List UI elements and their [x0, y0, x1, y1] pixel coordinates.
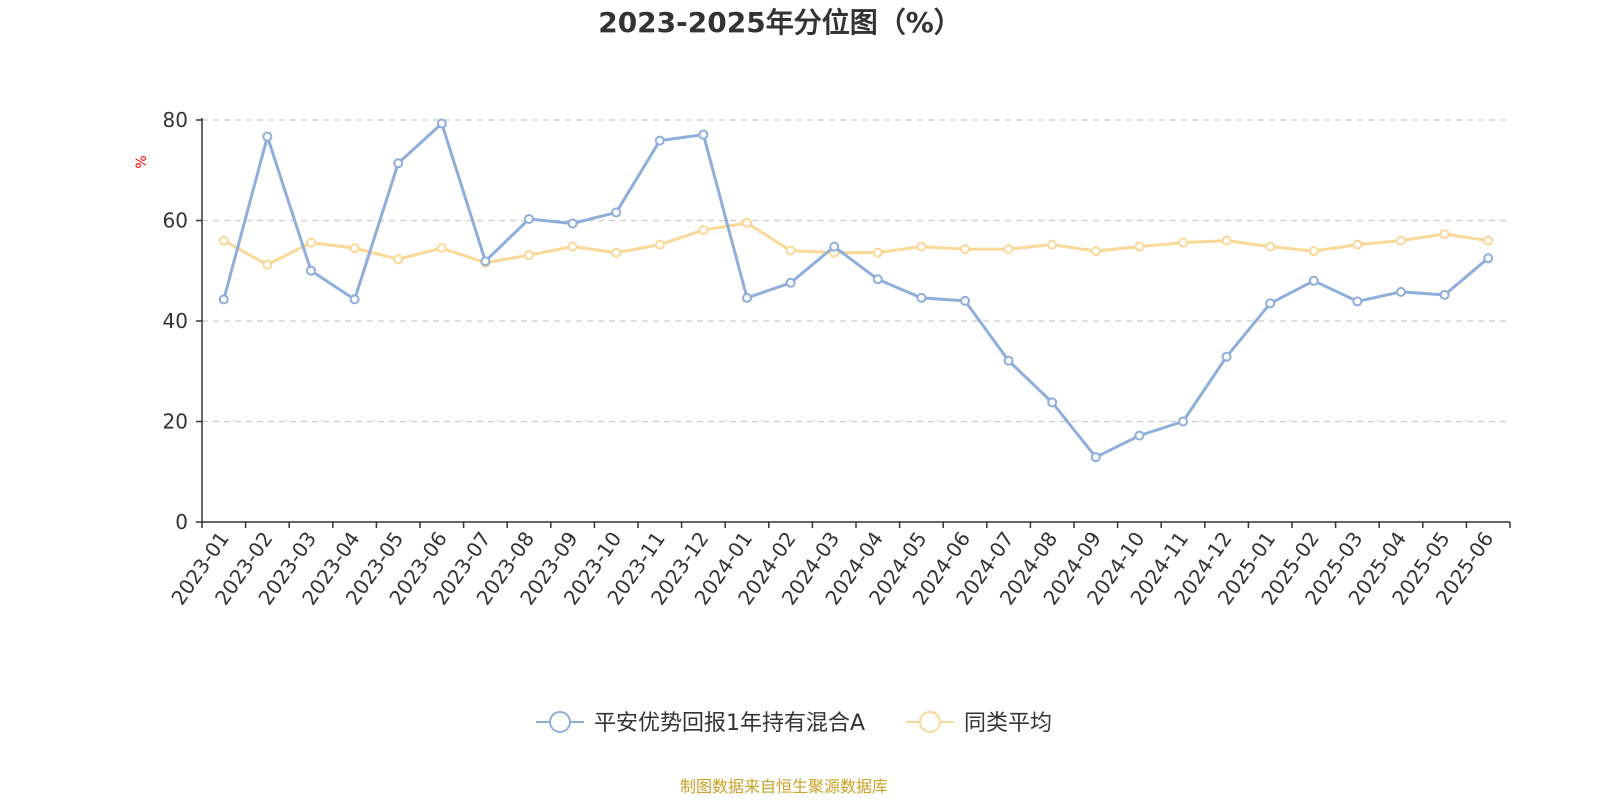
series-layer: [218, 118, 1494, 463]
data-point[interactable]: [698, 225, 709, 236]
data-point[interactable]: [872, 247, 883, 258]
data-point[interactable]: [916, 241, 927, 252]
data-point[interactable]: [1308, 275, 1319, 286]
data-point[interactable]: [306, 237, 316, 248]
y-tick-label: 80: [163, 108, 188, 132]
data-point[interactable]: [393, 158, 404, 169]
data-point[interactable]: [1439, 289, 1450, 300]
data-point[interactable]: [872, 274, 883, 285]
legend-item-2[interactable]: 同类平均: [906, 711, 1052, 736]
series-2: [218, 218, 1494, 270]
data-point[interactable]: [1178, 237, 1188, 248]
legend-marker-icon: [549, 711, 571, 733]
data-point[interactable]: [218, 294, 229, 305]
data-point[interactable]: [1483, 235, 1494, 246]
data-point[interactable]: [1047, 397, 1058, 408]
y-axis-label: %: [134, 155, 150, 168]
data-point[interactable]: [436, 118, 447, 129]
data-point[interactable]: [393, 254, 404, 265]
y-tick-label: 60: [163, 209, 188, 233]
data-point[interactable]: [916, 292, 927, 303]
data-point[interactable]: [742, 218, 752, 229]
data-point[interactable]: [654, 239, 665, 250]
data-source-note: 制图数据来自恒生聚源数据库: [680, 777, 888, 796]
data-point[interactable]: [262, 259, 273, 270]
data-point[interactable]: [524, 213, 534, 224]
axes: 0204060802023-012023-022023-032023-04202…: [163, 108, 1511, 609]
chart-title: 2023-2025年分位图（%）: [598, 6, 962, 39]
data-point[interactable]: [1178, 416, 1188, 427]
series-line: [223, 221, 1489, 267]
data-point[interactable]: [1047, 239, 1058, 250]
data-point[interactable]: [567, 218, 578, 229]
data-point[interactable]: [785, 245, 796, 256]
data-point[interactable]: [1221, 351, 1232, 362]
data-point[interactable]: [218, 235, 229, 246]
data-point[interactable]: [1352, 296, 1363, 307]
series-1: [218, 118, 1494, 463]
data-point[interactable]: [524, 250, 534, 261]
y-tick-label: 0: [175, 510, 188, 534]
data-point[interactable]: [1003, 355, 1014, 366]
data-point[interactable]: [611, 247, 622, 258]
grid-lines: [202, 119, 1510, 423]
data-point[interactable]: [262, 131, 273, 142]
data-point[interactable]: [480, 256, 491, 267]
data-point[interactable]: [1265, 241, 1276, 252]
data-point[interactable]: [306, 265, 316, 276]
legend-label: 同类平均: [964, 711, 1052, 736]
data-point[interactable]: [1396, 235, 1406, 246]
data-point[interactable]: [611, 207, 622, 218]
legend-label: 平安优势回报1年持有混合A: [594, 711, 865, 736]
data-point[interactable]: [349, 294, 360, 305]
data-point[interactable]: [829, 241, 840, 252]
data-point[interactable]: [1265, 298, 1276, 309]
data-point[interactable]: [1352, 239, 1363, 250]
data-point[interactable]: [1134, 241, 1145, 252]
data-point[interactable]: [349, 243, 360, 254]
data-point[interactable]: [698, 129, 709, 140]
data-point[interactable]: [1003, 244, 1014, 255]
y-tick-label: 20: [163, 410, 188, 434]
data-point[interactable]: [654, 135, 665, 146]
data-point[interactable]: [1483, 253, 1494, 264]
data-point[interactable]: [960, 295, 970, 306]
data-point[interactable]: [1308, 246, 1319, 257]
legend[interactable]: 平安优势回报1年持有混合A 同类平均: [536, 711, 1052, 736]
data-point[interactable]: [1439, 229, 1450, 240]
data-point[interactable]: [1221, 235, 1232, 246]
legend-item-1[interactable]: 平安优势回报1年持有混合A: [536, 711, 865, 736]
data-point[interactable]: [436, 243, 447, 254]
y-tick-label: 40: [163, 309, 188, 333]
data-point[interactable]: [1090, 452, 1101, 463]
data-point[interactable]: [1090, 246, 1101, 257]
data-point[interactable]: [1396, 286, 1406, 297]
data-point[interactable]: [1134, 430, 1145, 441]
data-point[interactable]: [785, 277, 796, 288]
data-point[interactable]: [960, 244, 970, 255]
data-point[interactable]: [742, 292, 752, 303]
series-line: [222, 122, 1490, 459]
data-point[interactable]: [567, 241, 578, 252]
legend-marker-icon: [919, 711, 941, 733]
